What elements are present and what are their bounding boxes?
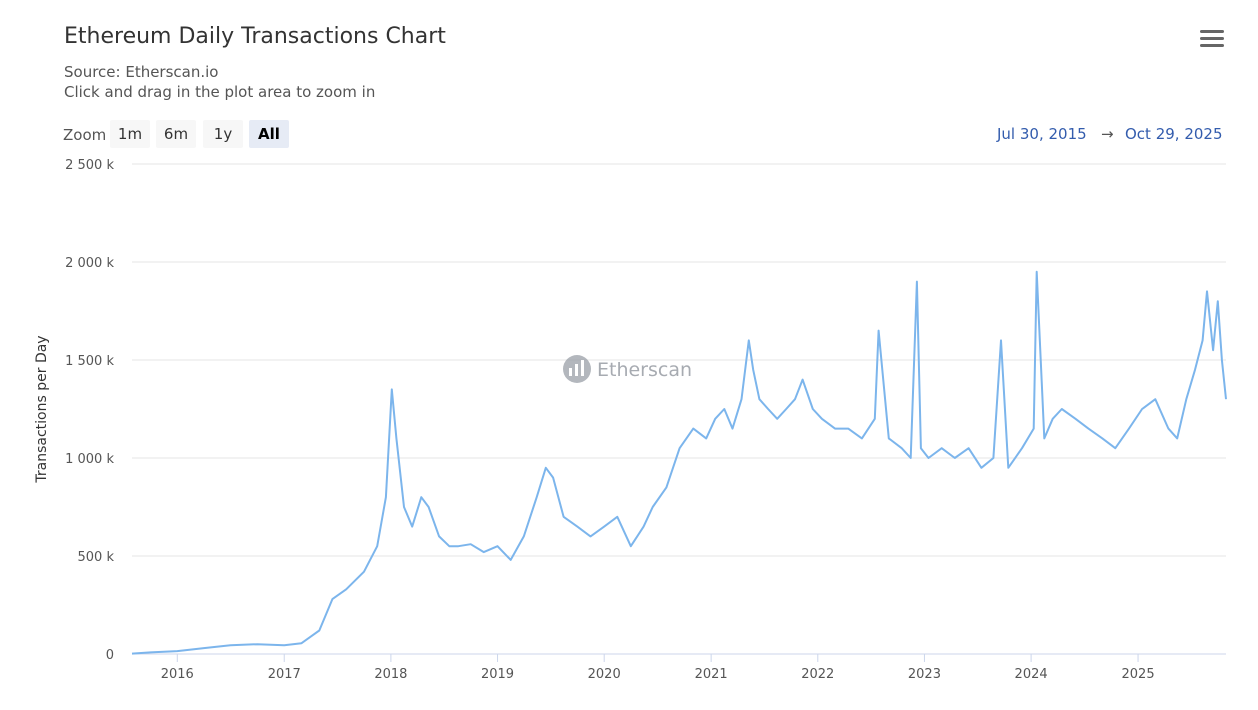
zoom-label: Zoom: [63, 126, 107, 144]
chart-hint: Click and drag in the plot area to zoom …: [64, 83, 376, 101]
y-axis-label: Transactions per Day: [34, 335, 50, 483]
range-from-date[interactable]: Jul 30, 2015: [997, 125, 1087, 143]
etherscan-logo-icon: Etherscan: [563, 355, 692, 383]
x-tick-label: 2016: [161, 667, 194, 682]
zoom-1y-button[interactable]: 1y: [203, 120, 243, 148]
zoom-all-button[interactable]: All: [249, 120, 289, 148]
y-tick-label: 0: [106, 648, 114, 663]
y-tick-label: 2 000 k: [65, 256, 114, 271]
chart-source: Source: Etherscan.io: [64, 63, 219, 81]
range-to-date[interactable]: Oct 29, 2025: [1125, 125, 1223, 143]
x-tick-label: 2017: [268, 667, 301, 682]
x-tick-label: 2025: [1122, 667, 1155, 682]
chart-title: Ethereum Daily Transactions Chart: [64, 24, 446, 49]
y-axis-ticks: 0 500 k 1 000 k 1 500 k 2 000 k 2 500 k: [65, 158, 114, 663]
hamburger-menu-icon[interactable]: [1200, 30, 1224, 50]
x-tick-label: 2019: [481, 667, 514, 682]
x-axis-ticks: 2016 2017 2018 2019 2020 2021 2022 2023 2024 2025: [161, 654, 1155, 682]
zoom-1m-button[interactable]: 1m: [110, 120, 150, 148]
x-tick-label: 2021: [695, 667, 728, 682]
range-arrow: →: [1101, 125, 1114, 143]
x-tick-label: 2018: [374, 667, 407, 682]
y-tick-label: 1 500 k: [65, 354, 114, 369]
y-tick-label: 2 500 k: [65, 158, 114, 173]
watermark-text: Etherscan: [597, 359, 692, 381]
series-line-daily-transactions[interactable]: [131, 270, 1227, 655]
x-tick-label: 2024: [1015, 667, 1048, 682]
x-tick-label: 2020: [588, 667, 621, 682]
x-tick-label: 2023: [908, 667, 941, 682]
grid-layer: [132, 163, 1226, 655]
y-tick-label: 500 k: [78, 550, 115, 565]
x-tick-label: 2022: [801, 667, 834, 682]
y-tick-label: 1 000 k: [65, 452, 114, 467]
zoom-6m-button[interactable]: 6m: [156, 120, 196, 148]
